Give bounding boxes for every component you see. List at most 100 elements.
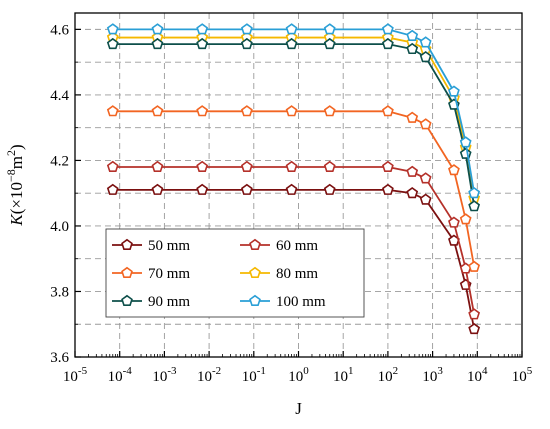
y-tick-label: 3.8 [50,284,69,300]
series-5 [106,23,481,199]
data-point [151,37,164,50]
data-point [196,160,209,172]
data-point [382,105,394,117]
legend-label: 70 mm [148,266,190,282]
legend-item: 50 mm [112,238,190,254]
data-point [323,23,336,35]
y-tick-label: 4.4 [50,88,69,104]
legend-label: 50 mm [148,238,190,254]
series-layer [106,23,481,335]
data-point [106,37,119,50]
x-tick-label: 10-4 [108,365,133,385]
legend-box [105,228,365,318]
data-point [419,51,432,63]
legend-item: 90 mm [112,294,190,310]
data-point [285,23,298,35]
legend-marker [249,294,261,307]
data-point [285,160,298,172]
data-point [448,85,460,97]
data-point [196,105,209,117]
data-point [419,36,432,48]
legend-item: 100 mm [240,294,326,310]
y-tick-label: 3.6 [50,350,69,366]
legend-label: 90 mm [148,294,190,310]
x-tick-label: 10-5 [63,365,88,385]
x-tick-label: 102 [378,365,399,385]
legend-item: 80 mm [240,266,318,282]
data-point [406,111,419,123]
data-point [151,23,164,35]
x-tick-label: 10-3 [152,365,177,385]
data-point [106,160,119,172]
data-point [406,165,419,177]
data-point [468,260,481,272]
data-point [382,37,394,50]
x-axis-label: J [295,399,302,418]
series-line [112,110,476,268]
y-tick-label: 4.6 [50,22,69,38]
x-axis: 10-5 10-4 10-3 10-2 10-1 100 101 102 103 104 105 [63,351,533,385]
data-point [468,308,481,320]
data-point [106,23,119,35]
data-point [240,183,253,195]
series-1 [106,160,481,320]
legend-marker [121,294,133,307]
data-point [196,23,209,35]
data-point [151,105,164,117]
data-point [468,322,481,335]
data-point [382,23,394,35]
data-point [323,37,336,50]
data-point [382,183,394,195]
data-point [323,105,336,117]
legend-item: 70 mm [112,266,190,282]
data-point [382,160,394,172]
legend-label: 80 mm [276,266,318,282]
data-point [196,183,209,195]
data-point [419,172,432,184]
legend: 50 mm 60 mm 70 mm 80 mm 90 mm 100 mm [105,228,365,318]
data-point [406,187,419,199]
data-point [406,42,419,55]
x-tick-label: 10-2 [197,365,221,385]
series-2 [106,105,481,272]
legend-item: 60 mm [240,238,318,254]
data-point [240,105,253,117]
x-tick-label: 101 [333,365,354,385]
data-point [459,213,472,225]
data-point [106,183,119,195]
data-point [285,105,298,117]
legend-marker [249,266,261,279]
legend-label: 60 mm [276,238,318,254]
x-tick-label: 104 [467,365,488,385]
y-axis: 3.6 3.8 4.0 4.2 4.4 4.6 [50,22,81,366]
data-point [448,164,460,176]
x-tick-label: 105 [512,365,533,385]
x-tick-label: 103 [422,365,443,385]
data-point [323,160,336,172]
data-point [151,160,164,172]
data-point [196,37,209,50]
y-tick-label: 4.2 [50,153,69,169]
legend-marker [249,238,261,251]
series-line [112,36,476,199]
data-point [151,183,164,195]
data-point [285,183,298,195]
data-point [323,183,336,195]
data-point [106,105,119,117]
data-point [406,29,419,41]
series-line [112,166,476,315]
data-point [459,136,472,148]
y-axis-label: K(×10−8m2) [4,144,26,226]
legend-marker [121,266,133,279]
legend-marker [121,238,133,251]
series-0 [106,183,481,335]
data-point [468,187,481,199]
data-point [448,216,460,228]
data-point [285,37,298,50]
data-point [419,118,432,130]
x-tick-label: 100 [288,365,309,385]
data-point [240,23,253,35]
data-point [419,193,432,205]
y-tick-label: 4.0 [50,219,69,235]
